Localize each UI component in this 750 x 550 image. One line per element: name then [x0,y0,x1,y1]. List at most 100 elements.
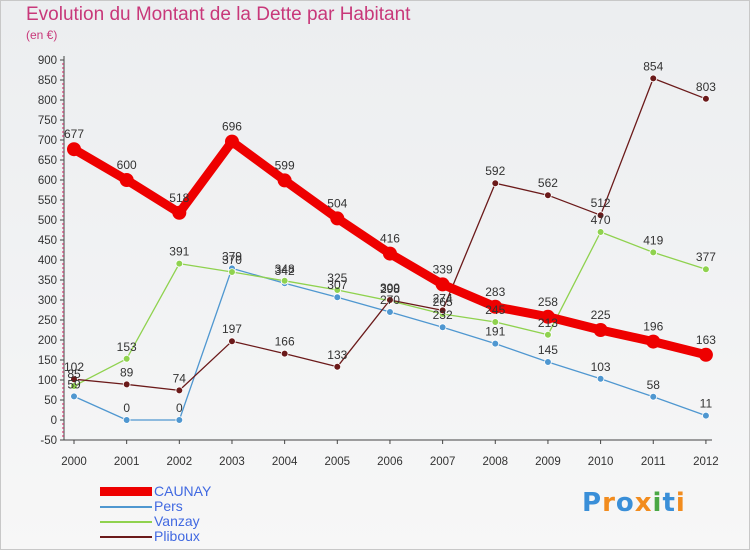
y-tick-label: 150 [38,355,57,367]
y-tick-label: 900 [38,55,57,67]
data-point [438,306,447,315]
data-point [224,134,239,149]
data-label: 677 [64,127,84,141]
data-label: 562 [538,176,558,190]
y-tick-label: 500 [38,215,57,227]
data-label: 379 [222,249,242,263]
y-tick-label: 200 [38,335,57,347]
y-tick-label: 600 [38,175,57,187]
data-label: 348 [275,262,295,276]
data-point [175,386,184,395]
data-label: 518 [169,191,189,205]
data-point [386,308,394,316]
data-label: 274 [433,291,453,305]
y-tick-label: 650 [38,155,57,167]
chart-title: Evolution du Montant de la Dette par Hab… [26,4,411,25]
data-label: 270 [380,293,400,307]
y-tick-label: 350 [38,275,57,287]
data-point [122,416,131,424]
y-tick-label: 550 [38,195,57,207]
y-tick-label: 100 [38,375,57,387]
data-label: 325 [327,271,347,285]
data-label: 391 [169,245,189,259]
legend-label: Pers [154,498,183,514]
data-label: 592 [485,164,505,178]
data-point [596,211,605,220]
data-point [70,375,78,384]
data-label: 196 [643,320,663,334]
data-label: 0 [123,401,130,415]
data-point [544,358,552,366]
y-tick-label: 300 [38,295,57,307]
data-point [228,268,236,276]
x-tick-label: 2003 [219,456,245,468]
data-label: 197 [222,322,242,336]
x-tick-label: 2005 [325,456,351,468]
y-tick-label: 50 [44,395,57,407]
data-label: 232 [433,308,453,322]
data-point [698,347,713,362]
data-point [491,339,500,348]
data-label: 166 [275,335,295,349]
data-point [491,318,500,326]
data-label: 696 [222,120,242,134]
data-point [646,334,661,349]
data-label: 225 [591,308,611,322]
x-tick-label: 2000 [61,456,87,468]
data-label: 89 [120,365,134,379]
data-point [435,277,450,292]
data-point [277,173,292,188]
y-tick-label: 250 [38,315,57,327]
data-point [280,276,289,285]
data-point [702,95,710,103]
unit-label: (en €) [26,28,58,42]
y-tick-label: 400 [38,255,57,267]
data-label: 59 [67,377,81,391]
data-label: 298 [380,282,400,296]
legend-label: Vanzay [154,513,200,529]
y-tick-label: 800 [38,95,57,107]
logo-letter: P [582,488,603,518]
y-tick-label: 700 [38,135,57,147]
data-label: 153 [117,340,137,354]
data-point [333,286,342,294]
data-point [333,362,342,371]
data-point [491,179,500,188]
x-tick-label: 2012 [693,456,719,468]
data-label: 74 [173,371,187,385]
data-label: 600 [117,158,137,172]
data-point [333,293,342,302]
x-tick-label: 2001 [114,456,140,468]
data-point [175,416,184,424]
data-point [540,309,555,324]
data-label: 133 [327,348,347,362]
y-tick-label: 750 [38,115,57,127]
data-point [122,380,131,389]
logo-letter: t [662,488,676,518]
data-label: 370 [222,253,242,267]
data-point [596,228,605,236]
data-point [593,323,608,337]
data-point [122,354,131,363]
data-label: 307 [327,278,347,292]
data-point [330,211,345,226]
logo-letter: x [634,488,653,518]
proxiti-logo: Proxiti [582,488,686,518]
data-point [172,205,187,220]
data-label: 342 [275,264,295,278]
x-tick-label: 2008 [482,456,508,468]
data-point [544,191,552,200]
data-point [596,374,605,383]
data-label: 58 [647,378,661,392]
data-point [119,173,134,187]
data-point [70,392,78,401]
y-tick-label: -50 [40,435,57,447]
data-label: 245 [485,303,505,317]
data-point [488,299,503,314]
data-label: 85 [67,367,81,381]
y-tick-label: 0 [51,415,57,427]
data-point [649,74,658,83]
legend-label: Pliboux [154,528,200,544]
data-label: 419 [643,233,663,247]
